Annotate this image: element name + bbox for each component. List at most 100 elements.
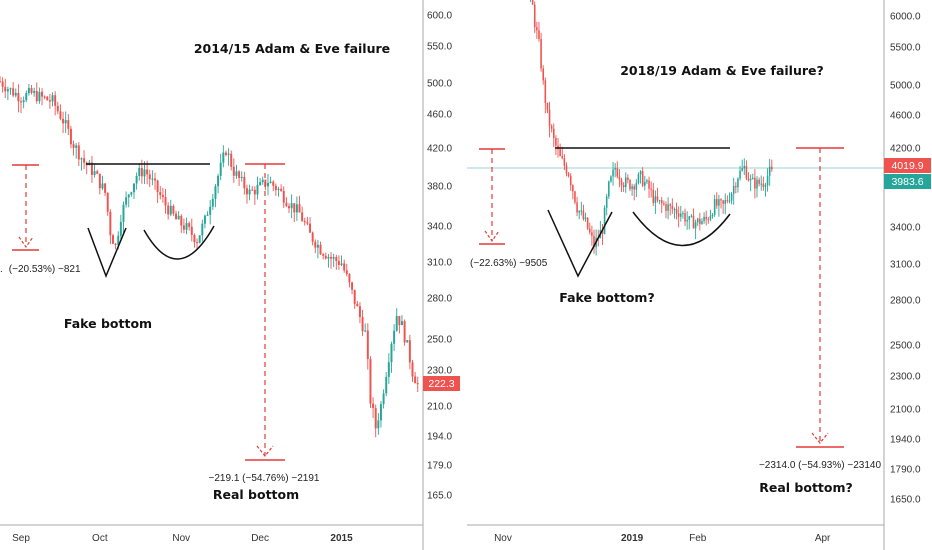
y-tick-label-2018: 3100.0 [890, 260, 921, 271]
candle-body-2014 [62, 118, 65, 124]
candle-body-2014 [172, 205, 175, 214]
candle-body-2018 [724, 200, 727, 204]
candle-body-2014 [235, 171, 238, 176]
candle-body-2018 [588, 228, 591, 233]
candle-body-2014 [390, 343, 393, 363]
x-tick-label-2014: Sep [12, 533, 30, 544]
y-tick-label-2014: 194.0 [427, 432, 452, 443]
candle-body-2014 [83, 158, 86, 163]
y-tick-label-2014: 250.0 [427, 335, 452, 346]
candle-body-2014 [372, 403, 375, 409]
candle-body-2014 [398, 316, 401, 326]
adam-v-2014 [87, 227, 127, 279]
candle-body-2018 [711, 214, 714, 216]
measure-label-1-2014: . (−20.53%) −821 [0, 264, 81, 275]
candle-body-2018 [555, 137, 557, 146]
candle-body-2014 [259, 182, 262, 185]
candle-body-2018 [756, 179, 758, 189]
candle-body-2014 [109, 211, 112, 236]
candle-body-2014 [245, 188, 248, 195]
candle-body-2014 [182, 225, 185, 230]
y-tick-label-2014: 380.0 [427, 182, 452, 193]
candle-body-2014 [4, 86, 7, 92]
candle-body-2014 [395, 316, 398, 331]
candle-body-2014 [106, 192, 109, 212]
candle-body-2014 [408, 340, 411, 363]
candle-body-2014 [377, 420, 380, 429]
candle-body-2014 [48, 100, 51, 102]
candle-body-2018 [703, 216, 705, 222]
candle-body-2018 [584, 217, 587, 219]
candle-body-2014 [351, 282, 354, 290]
candle-body-2014 [348, 274, 351, 283]
candle-body-2018 [538, 30, 540, 40]
x-tick-label-2014: Nov [172, 533, 190, 544]
candle-body-2018 [737, 178, 739, 188]
y-tick-label-2014: 179.0 [427, 461, 452, 472]
y-tick-label-2014: 310.0 [427, 258, 452, 269]
candle-body-2014 [230, 153, 233, 167]
candle-body-2014 [269, 181, 272, 183]
panel-2014: 600.0 550.0 500.0 460.0 420.0 380.0 340.0 310.0… [0, 0, 460, 550]
x-tick-label-2014: Oct [92, 533, 108, 544]
candle-body-2014 [140, 168, 143, 177]
y-tick-label-2018: 4600.0 [890, 111, 921, 122]
candle-body-2018 [730, 193, 733, 201]
candle-body-2014 [285, 202, 288, 207]
candle-body-2014 [130, 192, 133, 195]
x-tick-label-2018: 2019 [621, 533, 644, 544]
candle-body-2018 [766, 175, 769, 186]
candle-body-2014 [324, 255, 327, 259]
candle-body-2018 [758, 179, 760, 184]
candle-body-2014 [90, 162, 93, 175]
candle-body-2014 [353, 289, 356, 304]
candle-body-2014 [151, 178, 154, 180]
candle-body-2018 [548, 109, 551, 127]
candle-body-2014 [51, 95, 54, 102]
candle-body-2018 [646, 180, 648, 182]
candle-body-2014 [306, 222, 309, 224]
candle-body-2018 [563, 158, 566, 166]
candle-body-2018 [713, 199, 716, 215]
candle-body-2018 [627, 177, 629, 181]
measure-tool-1-2018 [479, 148, 505, 245]
candle-body-2014 [337, 260, 340, 265]
candle-body-2014 [119, 221, 122, 236]
annotation-fake-bottom-2018: Fake bottom? [559, 290, 654, 305]
candle-body-2018 [658, 200, 661, 202]
candle-body-2018 [667, 204, 669, 211]
candle-body-2018 [652, 189, 655, 203]
candle-body-2018 [567, 173, 570, 176]
y-tick-label-2014: 550.0 [427, 42, 452, 53]
second-price-text-2018: 3983.6 [891, 176, 923, 188]
candle-body-2014 [303, 221, 306, 223]
y-tick-label-2014: 600.0 [427, 11, 452, 22]
candle-body-2014 [309, 223, 312, 233]
candle-body-2014 [22, 100, 25, 103]
candle-body-2014 [96, 171, 99, 174]
candle-body-2018 [559, 149, 561, 157]
candle-body-2014 [232, 166, 235, 176]
y-tick-label-2014: 230.0 [427, 366, 452, 377]
candles-2018 [530, 0, 773, 256]
candle-body-2018 [552, 128, 555, 138]
candle-body-2014 [20, 101, 23, 103]
candle-body-2014 [251, 189, 254, 191]
candle-body-2018 [696, 218, 699, 223]
candle-body-2014 [327, 256, 330, 259]
candle-body-2018 [565, 165, 568, 174]
y-ticks-2018: 6000.0 5500.0 5000.0 4600.0 4200.0 3400.0 3100… [890, 12, 921, 506]
last-price-text-2018: 4019.9 [891, 160, 923, 172]
candle-body-2018 [718, 199, 720, 206]
candle-body-2014 [387, 362, 390, 377]
panel-2018: 6000.0 5500.0 5000.0 4600.0 4200.0 3400.0 3100… [467, 0, 931, 550]
candle-body-2014 [364, 330, 367, 332]
candle-body-2018 [726, 200, 729, 202]
candle-body-2018 [586, 217, 589, 229]
candle-body-2018 [705, 216, 707, 220]
candle-body-2014 [135, 175, 138, 184]
candle-body-2014 [1, 81, 4, 87]
candle-body-2014 [274, 185, 277, 191]
candle-body-2018 [531, 0, 534, 5]
